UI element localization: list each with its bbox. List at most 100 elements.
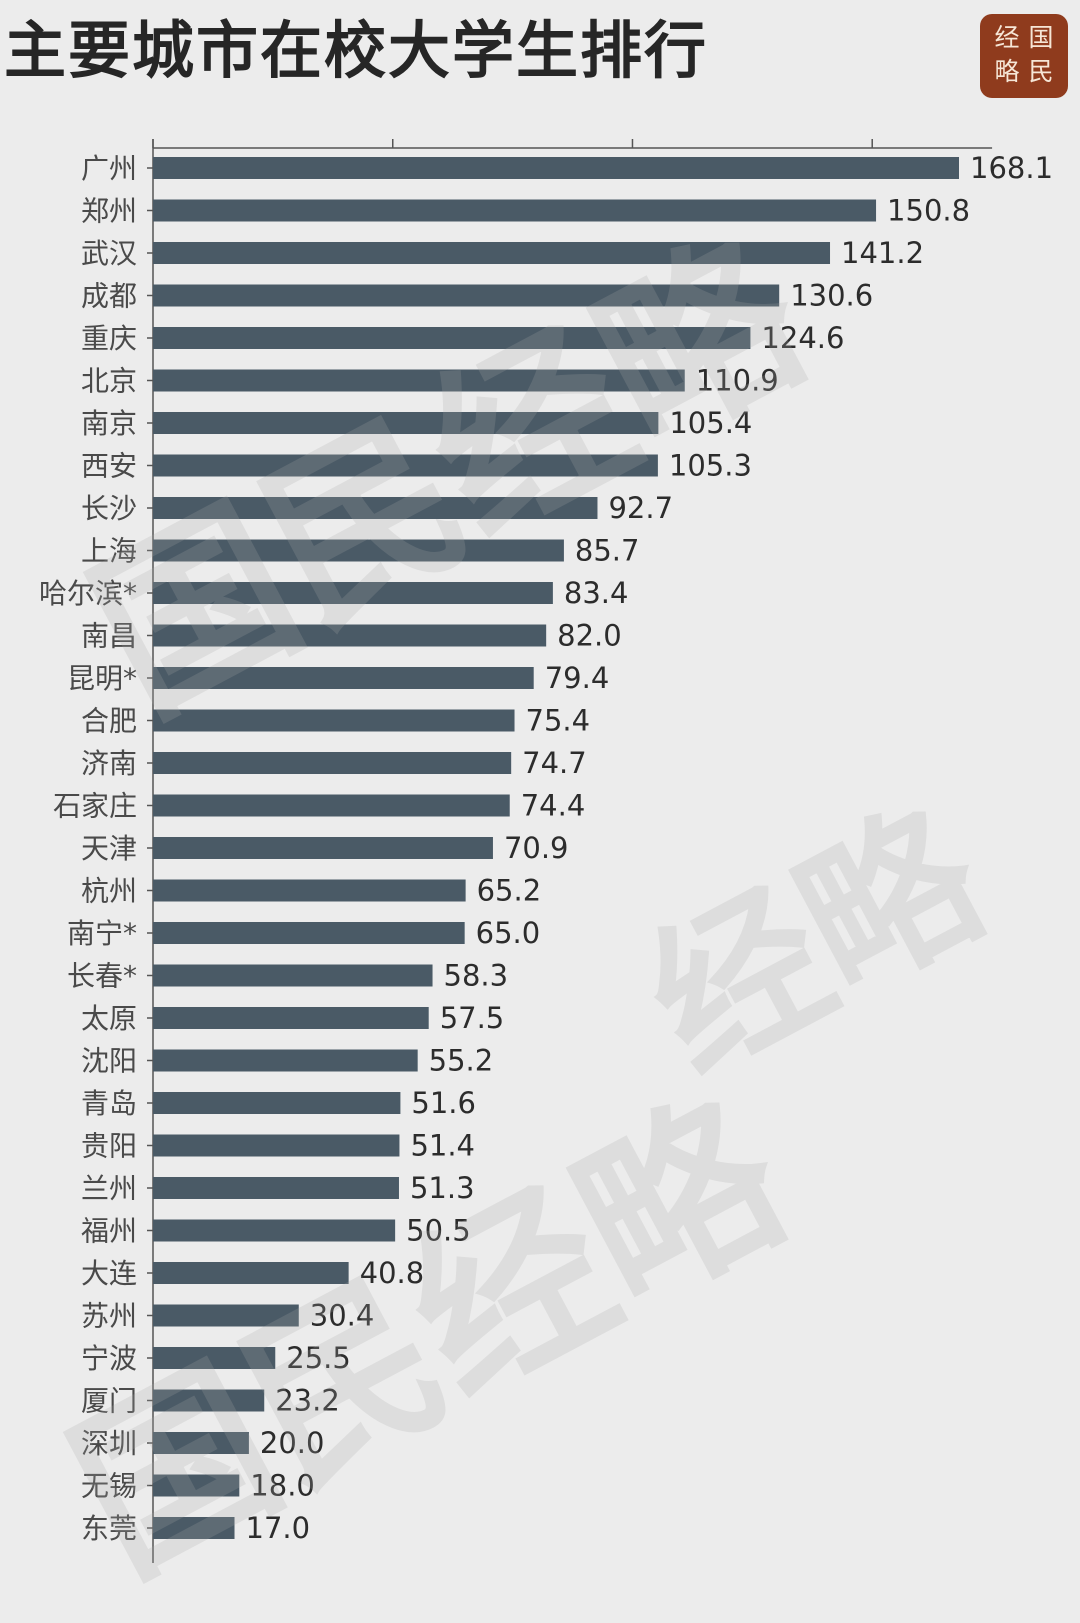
category-label: 天津 bbox=[81, 832, 137, 865]
logo-char: 国 bbox=[1028, 23, 1054, 52]
bar bbox=[153, 1389, 265, 1412]
bar bbox=[153, 539, 564, 562]
bar bbox=[153, 454, 658, 477]
category-label: 哈尔滨* bbox=[39, 577, 137, 610]
bar bbox=[153, 709, 515, 732]
category-label: 长沙 bbox=[81, 492, 137, 525]
logo-char: 略 bbox=[994, 57, 1020, 86]
bar bbox=[153, 284, 780, 307]
data-label: 74.4 bbox=[521, 789, 586, 823]
category-label: 宁波 bbox=[81, 1342, 137, 1375]
data-label: 55.2 bbox=[429, 1044, 494, 1078]
bar bbox=[153, 582, 553, 604]
data-label: 79.4 bbox=[545, 661, 610, 695]
bar bbox=[153, 1517, 235, 1539]
bar bbox=[153, 497, 598, 519]
data-label: 51.3 bbox=[410, 1171, 475, 1205]
category-label: 广州 bbox=[81, 152, 137, 185]
category-label: 南京 bbox=[81, 407, 137, 440]
category-label: 东莞 bbox=[81, 1512, 137, 1545]
data-label: 70.9 bbox=[504, 831, 569, 865]
data-label: 141.2 bbox=[841, 236, 924, 270]
bar bbox=[153, 242, 831, 264]
bar bbox=[153, 1007, 429, 1029]
category-label: 无锡 bbox=[81, 1470, 137, 1503]
data-label: 105.4 bbox=[669, 406, 752, 440]
logo-char: 民 bbox=[1028, 57, 1054, 86]
category-label: 福州 bbox=[81, 1215, 137, 1248]
logo-char: 经 bbox=[994, 23, 1020, 52]
category-label: 石家庄 bbox=[53, 790, 137, 823]
bar bbox=[153, 624, 547, 647]
brand-logo: 经 国 略 民 bbox=[980, 14, 1068, 98]
data-label: 65.2 bbox=[477, 874, 542, 908]
data-label: 82.0 bbox=[557, 619, 622, 653]
data-label: 30.4 bbox=[310, 1299, 375, 1333]
category-label: 济南 bbox=[81, 747, 137, 780]
bar bbox=[153, 1347, 276, 1369]
data-label: 20.0 bbox=[260, 1426, 325, 1460]
data-label: 110.9 bbox=[696, 364, 779, 398]
data-label: 57.5 bbox=[440, 1001, 505, 1035]
category-label: 郑州 bbox=[81, 195, 137, 228]
data-label: 105.3 bbox=[669, 449, 752, 483]
category-label: 武汉 bbox=[81, 237, 137, 270]
category-label: 深圳 bbox=[81, 1427, 137, 1460]
bar bbox=[153, 667, 534, 689]
category-label: 上海 bbox=[81, 535, 137, 568]
bar bbox=[153, 327, 751, 349]
bar bbox=[153, 1092, 401, 1114]
bar bbox=[153, 369, 685, 392]
category-label: 长春* bbox=[67, 960, 137, 993]
category-label: 青岛 bbox=[81, 1087, 137, 1120]
bar bbox=[153, 879, 466, 902]
data-label: 51.4 bbox=[410, 1129, 475, 1163]
category-label: 南昌 bbox=[81, 620, 137, 653]
bar bbox=[153, 1049, 418, 1072]
bar bbox=[153, 1219, 396, 1242]
category-label: 大连 bbox=[81, 1257, 137, 1290]
data-label: 51.6 bbox=[411, 1086, 476, 1120]
category-label: 兰州 bbox=[81, 1172, 137, 1205]
data-label: 75.4 bbox=[526, 704, 591, 738]
category-label: 沈阳 bbox=[81, 1045, 137, 1078]
bar bbox=[153, 157, 959, 179]
data-label: 124.6 bbox=[761, 321, 844, 355]
bar bbox=[153, 1177, 399, 1199]
category-label: 杭州 bbox=[81, 875, 137, 908]
category-label: 南宁* bbox=[67, 917, 137, 950]
category-label: 贵阳 bbox=[81, 1130, 137, 1163]
bar bbox=[153, 964, 433, 987]
data-label: 168.1 bbox=[970, 151, 1053, 185]
data-label: 50.5 bbox=[406, 1214, 471, 1248]
data-label: 23.2 bbox=[275, 1384, 340, 1418]
data-label: 92.7 bbox=[608, 491, 673, 525]
bar bbox=[153, 1304, 299, 1327]
category-label: 太原 bbox=[81, 1002, 137, 1035]
data-label: 130.6 bbox=[790, 279, 873, 313]
data-label: 25.5 bbox=[286, 1341, 351, 1375]
bar bbox=[153, 1262, 349, 1284]
data-label: 85.7 bbox=[575, 534, 640, 568]
data-label: 74.7 bbox=[522, 746, 587, 780]
bar bbox=[153, 1432, 249, 1454]
bar bbox=[153, 922, 465, 944]
data-label: 17.0 bbox=[246, 1511, 311, 1545]
bar bbox=[153, 199, 877, 222]
bar bbox=[153, 752, 512, 774]
category-label: 北京 bbox=[81, 365, 137, 398]
bar bbox=[153, 1474, 240, 1497]
bar-chart: 广州 168.1 郑州 150.8 武汉 141.2 成都 130.6 重庆 124.6 北京 110… bbox=[39, 139, 1053, 1563]
category-label: 苏州 bbox=[81, 1300, 137, 1333]
page-title: 主要城市在校大学生排行 bbox=[4, 14, 709, 87]
category-label: 重庆 bbox=[81, 322, 137, 355]
bar bbox=[153, 794, 510, 817]
data-label: 40.8 bbox=[360, 1256, 425, 1290]
category-label: 西安 bbox=[81, 450, 137, 483]
data-label: 150.8 bbox=[887, 194, 970, 228]
data-label: 18.0 bbox=[250, 1469, 315, 1503]
category-label: 合肥 bbox=[81, 705, 137, 738]
bar bbox=[153, 1134, 400, 1157]
category-label: 昆明* bbox=[67, 662, 137, 695]
data-label: 58.3 bbox=[444, 959, 509, 993]
